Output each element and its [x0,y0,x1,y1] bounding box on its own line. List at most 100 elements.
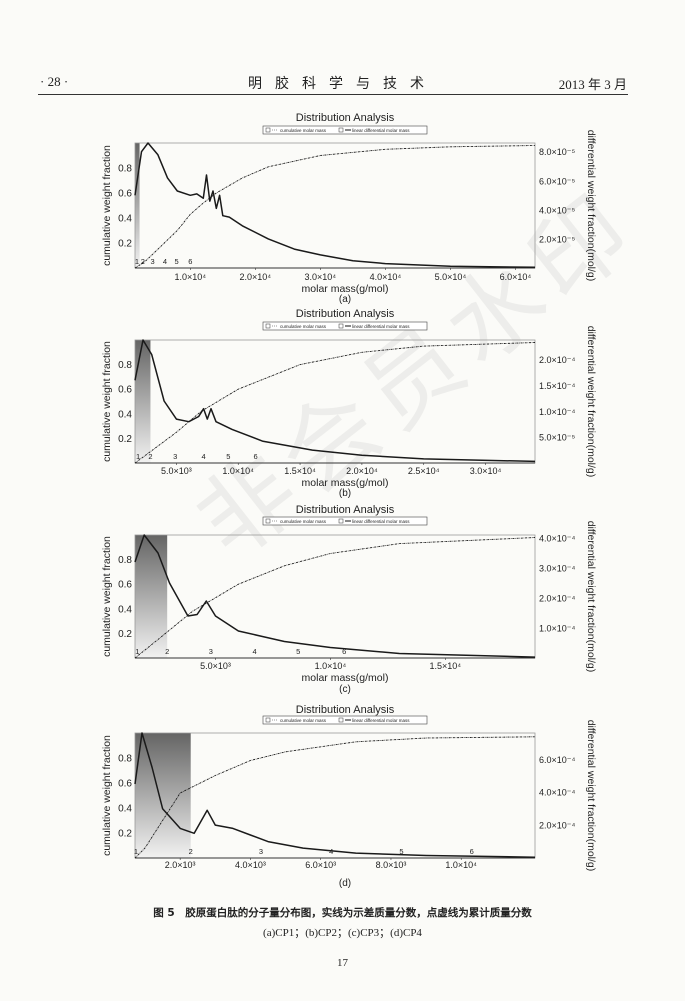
y-left-tick-label: 0.4 [118,804,132,815]
x-tick-label: 6.0×10³ [305,860,336,870]
x-tick-label: 1.0×10⁴ [174,272,206,282]
x-tick-label: 2.0×10⁴ [346,466,378,476]
chart-legend: cumulative molar mass linear differential… [262,516,428,526]
region-label: 2 [148,452,152,461]
chart-legend: cumulative molar mass linear differential… [262,125,428,135]
y-left-tick-label: 0.8 [118,555,132,566]
legend-checkbox [338,518,344,524]
differential-curve [134,732,536,858]
x-tick-label: 2.5×10⁴ [408,466,440,476]
y-left-tick-label: 0.4 [118,214,132,225]
cumulative-curve [134,537,536,659]
chart-legend: cumulative molar mass linear differential… [262,321,428,331]
cumulative-curve [134,145,536,269]
y-left-label: cumulative weight fraction [101,145,113,266]
legend-entry: linear differential molar mass [352,128,410,133]
shaded-region [135,143,140,268]
y-right-tick-label: 8.0×10⁻⁵ [539,147,576,157]
shaded-region [135,535,168,658]
region-label: 2 [165,647,169,656]
y-left-tick-label: 0.2 [118,239,132,250]
region-label: 2 [141,257,145,266]
legend-checkbox [265,323,271,329]
y-right-tick-label: 2.0×10⁻⁵ [539,234,576,244]
y-left-tick-label: 0.2 [118,629,132,640]
x-tick-label: 4.0×10⁴ [370,272,402,282]
differential-curve [134,142,536,269]
region-label: 4 [163,257,167,266]
plot-frame [134,534,536,659]
x-axis-label: molar mass(g/mol) [302,672,389,684]
region-label: 6 [253,452,257,461]
region-label: 6 [470,847,474,856]
panel-label: (b) [339,488,351,499]
y-left-label: cumulative weight fraction [101,735,113,856]
plot-frame [134,142,536,269]
plot-frame [134,732,536,859]
region-label: 5 [226,452,230,461]
x-tick-label: 1.5×10⁴ [430,661,462,671]
y-left-tick-label: 0.8 [118,360,132,371]
region-label: 5 [175,257,179,266]
x-tick-label: 1.0×10⁴ [445,860,477,870]
legend-entry: cumulative molar mass [280,718,327,723]
panel-label: (a) [339,294,351,305]
chart-title: Distribution Analysis [296,704,395,716]
legend-checkbox [338,127,344,133]
y-right-label: differential weight fraction(mol/g) [585,326,597,478]
panel-label: (d) [339,878,351,889]
x-tick-label: 1.0×10⁴ [222,466,254,476]
figure-caption: 图 5 胶原蛋白肽的分子量分布图，实线为示差质量分数，点虚线为累计质量分数 [153,907,532,919]
x-tick-label: 3.0×10⁴ [470,466,502,476]
region-label: 3 [150,257,154,266]
y-right-tick-label: 4.0×10⁻⁴ [539,534,576,544]
y-left-tick-label: 0.6 [118,779,132,790]
x-tick-label: 5.0×10³ [200,661,231,671]
y-right-tick-label: 6.0×10⁻⁴ [539,755,576,765]
y-right-tick-label: 6.0×10⁻⁵ [539,176,576,186]
x-tick-label: 2.0×10⁴ [239,272,271,282]
y-left-tick-label: 0.6 [118,580,132,591]
y-left-tick-label: 0.6 [118,189,132,200]
legend-entry: linear differential molar mass [352,519,410,524]
legend-checkbox [265,518,271,524]
x-tick-label: 5.0×10⁴ [435,272,467,282]
y-left-tick-label: 0.6 [118,385,132,396]
y-right-tick-label: 1.5×10⁻⁴ [539,381,576,391]
chart-title: Distribution Analysis [296,112,395,124]
y-left-tick-label: 0.2 [118,434,132,445]
region-label: 1 [134,847,138,856]
y-right-tick-label: 1.0×10⁻⁴ [539,407,576,417]
region-label: 6 [342,647,346,656]
cumulative-curve [134,342,536,464]
x-tick-label: 1.0×10⁴ [315,661,347,671]
region-label: 5 [296,647,300,656]
y-left-tick-label: 0.8 [118,164,132,175]
region-label: 3 [209,647,213,656]
x-tick-label: 8.0×10³ [376,860,407,870]
legend-checkbox [265,127,271,133]
legend-entry: cumulative molar mass [280,128,327,133]
journal-title: 明胶科学与技术 [248,77,437,92]
x-tick-label: 3.0×10⁴ [305,272,337,282]
page-label: · 28 · [40,74,69,89]
x-axis-label: molar mass(g/mol) [302,283,389,295]
legend-entry: cumulative molar mass [280,324,327,329]
region-label: 5 [399,847,403,856]
y-right-tick-label: 5.0×10⁻⁵ [539,433,576,443]
region-label: 3 [259,847,263,856]
shaded-region [135,340,151,463]
x-axis-label: molar mass(g/mol) [302,477,389,489]
legend-checkbox [338,717,344,723]
y-right-tick-label: 3.0×10⁻⁴ [539,564,576,574]
legend-entry: linear differential molar mass [352,718,410,723]
y-left-tick-label: 0.4 [118,409,132,420]
region-label: 1 [135,647,139,656]
region-label: 1 [135,257,139,266]
y-left-tick-label: 0.8 [118,754,132,765]
y-right-tick-label: 4.0×10⁻⁴ [539,788,576,798]
